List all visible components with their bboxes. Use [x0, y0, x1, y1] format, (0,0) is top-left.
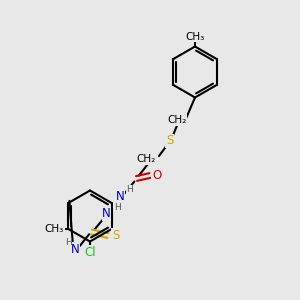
Text: N: N	[70, 243, 80, 256]
Text: CH₂: CH₂	[167, 115, 187, 125]
Text: N: N	[116, 190, 124, 203]
Text: H: H	[65, 238, 71, 247]
Text: S: S	[166, 134, 173, 148]
Text: O: O	[152, 169, 161, 182]
Text: CH₂: CH₂	[136, 154, 156, 164]
Text: CH₃: CH₃	[185, 32, 205, 42]
Text: H: H	[127, 185, 133, 194]
Text: H: H	[114, 203, 120, 212]
Text: S: S	[112, 229, 119, 242]
Text: Cl: Cl	[84, 245, 96, 259]
Text: N: N	[102, 207, 111, 220]
Text: CH₃: CH₃	[45, 224, 64, 234]
